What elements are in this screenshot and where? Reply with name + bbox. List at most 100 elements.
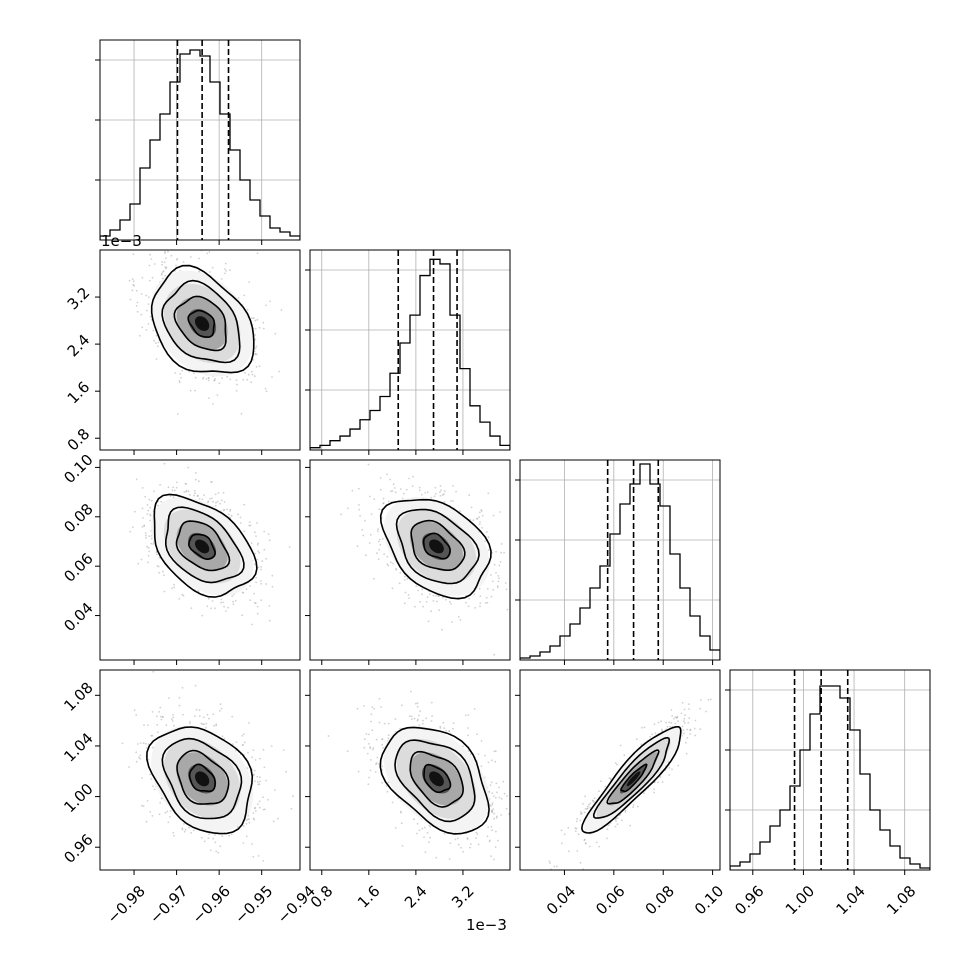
- scatter-point: [149, 773, 152, 776]
- scatter-point: [147, 724, 149, 726]
- scatter-point: [182, 713, 184, 716]
- scatter-point: [418, 724, 421, 727]
- scatter-point: [387, 734, 390, 737]
- scatter-point: [182, 594, 185, 597]
- scatter-point: [165, 724, 168, 727]
- scatter-point: [220, 598, 223, 601]
- scatter-point: [411, 485, 414, 487]
- scatter-point: [234, 599, 237, 602]
- scatter-point: [421, 588, 424, 591]
- scatter-point: [221, 835, 224, 838]
- scatter-point: [361, 529, 364, 531]
- scatter-point: [223, 508, 226, 511]
- scatter-point: [176, 413, 179, 415]
- scatter-point: [149, 279, 151, 282]
- scatter-point: [357, 770, 360, 773]
- scatter-point: [178, 381, 181, 384]
- scatter-point: [220, 707, 223, 710]
- scatter-point: [156, 731, 159, 734]
- contour-line: [165, 506, 245, 584]
- scatter-point: [215, 723, 218, 726]
- scatter-point: [271, 574, 274, 577]
- scatter-point: [157, 345, 159, 348]
- scatter-point: [443, 493, 445, 496]
- scatter-point: [181, 686, 184, 689]
- scatter-point: [183, 491, 186, 493]
- histogram-panel: [305, 249, 511, 455]
- scatter-point: [172, 486, 175, 489]
- scatter-point: [495, 572, 497, 574]
- scatter-point: [242, 733, 245, 735]
- scatter-point: [144, 495, 147, 498]
- scatter-point: [230, 514, 233, 517]
- scatter-point: [201, 614, 204, 617]
- scatter-point: [252, 317, 255, 320]
- scatter-point: [414, 702, 417, 705]
- scatter-point: [401, 845, 404, 847]
- scatter-point: [358, 487, 360, 490]
- scatter-point: [423, 826, 426, 829]
- scatter-point: [467, 727, 470, 729]
- scatter-point: [150, 537, 153, 540]
- scatter-point: [503, 551, 505, 554]
- scatter-point: [216, 394, 219, 396]
- scatter-point: [264, 387, 267, 390]
- scatter-point: [181, 369, 184, 372]
- scatter-point: [189, 722, 191, 725]
- scatter-point: [251, 370, 253, 373]
- scatter-point: [163, 574, 165, 576]
- scatter-point: [381, 538, 384, 540]
- scatter-point: [425, 717, 428, 720]
- scatter-point: [221, 735, 224, 738]
- scatter-point: [430, 610, 432, 613]
- panel-frame: [99, 249, 301, 451]
- scatter-point: [251, 623, 253, 626]
- scatter-point: [219, 845, 222, 848]
- scatter-point: [194, 478, 197, 481]
- scatter-point: [165, 266, 168, 269]
- scatter-point: [192, 372, 195, 375]
- scatter-point: [391, 587, 394, 590]
- scatter-point: [174, 372, 177, 374]
- scatter-point: [139, 754, 142, 757]
- scatter-point: [369, 769, 372, 772]
- scatter-point: [252, 359, 255, 361]
- scatter-point: [358, 504, 360, 506]
- scatter-point: [423, 836, 425, 838]
- scatter-point: [221, 377, 224, 379]
- scatter-point: [262, 748, 265, 751]
- histogram-panel: [725, 669, 931, 875]
- scatter-point: [498, 577, 500, 580]
- scatter-point: [256, 318, 259, 321]
- scatter-point: [140, 313, 143, 316]
- scatter-point: [386, 473, 388, 476]
- scatter-point: [253, 375, 256, 378]
- scatter-point: [193, 494, 195, 497]
- scatter-point: [491, 811, 494, 813]
- scatter-point: [379, 543, 382, 546]
- scatter-point: [248, 818, 251, 820]
- scatter-point: [147, 303, 150, 305]
- scatter-point: [257, 803, 259, 805]
- scatter-point: [478, 516, 480, 519]
- scatter-point: [159, 483, 162, 486]
- scatter-point: [465, 601, 467, 604]
- scatter-point: [491, 829, 494, 832]
- scatter-point: [165, 267, 167, 270]
- scatter-point: [243, 741, 246, 744]
- scatter-point: [148, 550, 151, 553]
- scatter-point: [212, 837, 215, 840]
- contour-line: [161, 737, 243, 820]
- scatter-point: [148, 498, 151, 501]
- scatter-point: [206, 713, 209, 716]
- scatter-point: [220, 278, 223, 280]
- scatter-point: [387, 781, 390, 784]
- scatter-point: [135, 478, 138, 481]
- scatter-point: [515, 574, 517, 576]
- scatter-point: [260, 599, 263, 602]
- scatter-point: [475, 837, 477, 839]
- scatter-panel: [305, 669, 511, 875]
- scatter-point: [496, 815, 498, 818]
- scatter-point: [377, 528, 379, 531]
- scatter-point: [160, 274, 163, 276]
